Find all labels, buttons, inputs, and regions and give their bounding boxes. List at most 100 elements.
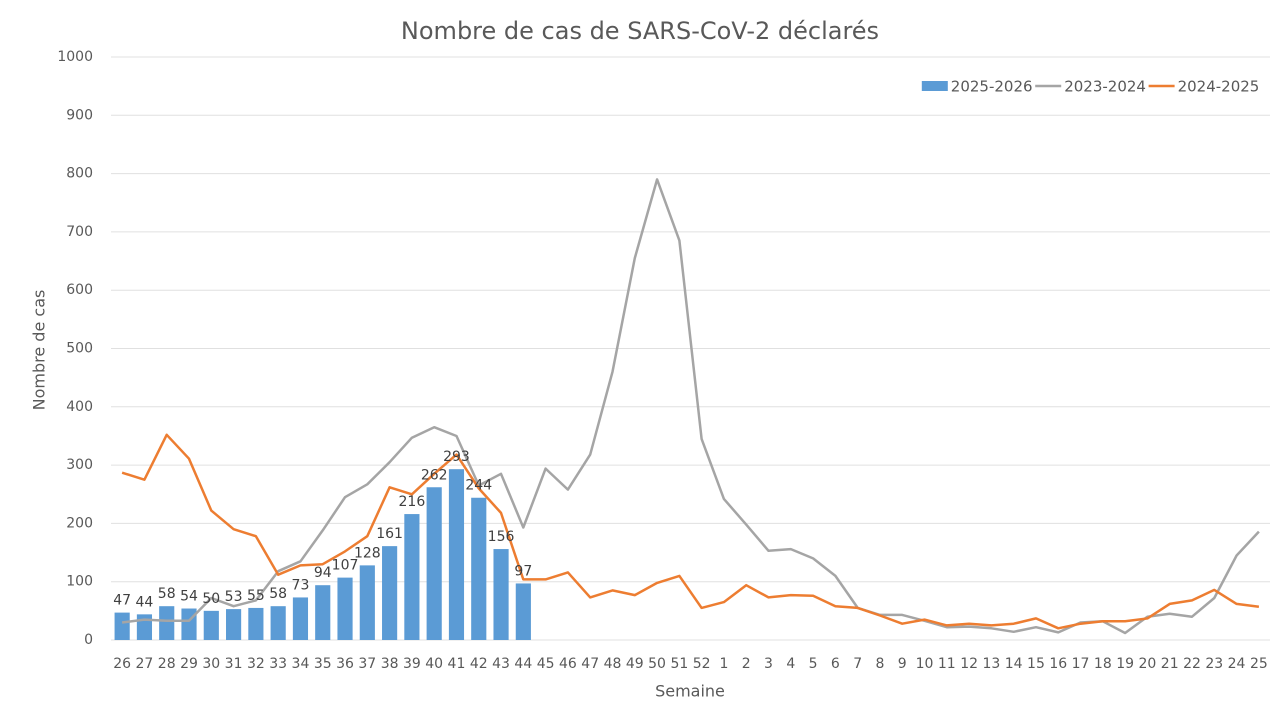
y-tick-label: 400 [66,399,93,415]
x-tick-label: 30 [202,656,220,672]
x-tick-label: 1 [719,656,728,672]
x-tick-label: 52 [693,656,711,672]
bar [136,614,153,640]
x-tick-label: 13 [982,656,1000,672]
y-axis-label: Nombre de cas [30,290,49,411]
data-label: 244 [465,478,492,494]
x-tick-label: 44 [514,656,532,672]
x-tick-label: 19 [1116,656,1134,672]
x-tick-label: 24 [1228,656,1246,672]
data-label: 53 [225,589,243,605]
x-tick-label: 33 [269,656,287,672]
x-tick-label: 46 [559,656,577,672]
x-tick-label: 43 [492,656,510,672]
line-series [121,433,1260,630]
x-tick-label: 34 [292,656,310,672]
bar [315,585,331,640]
bar [493,549,509,640]
x-tick-label: 26 [113,656,131,672]
bar [292,597,309,640]
x-tick-label: 11 [938,656,956,672]
y-tick-label: 100 [66,574,93,590]
bar [404,514,420,640]
x-tick-label: 29 [180,656,198,672]
data-label: 293 [443,449,470,465]
x-tick-label: 39 [403,656,421,672]
x-tick-label: 31 [225,656,243,672]
x-tick-label: 6 [831,656,840,672]
x-tick-label: 36 [336,656,354,672]
bar [359,565,375,640]
x-tick-label: 12 [960,656,978,672]
data-label: 54 [180,589,198,605]
x-tick-label: 42 [470,656,488,672]
y-tick-label: 300 [66,457,93,473]
data-label: 216 [399,494,426,510]
x-tick-label: 28 [158,656,176,672]
x-tick-label: 5 [809,656,818,672]
x-tick-label: 45 [537,656,555,672]
x-tick-label: 23 [1205,656,1223,672]
legend-label: 2023-2024 [1064,78,1146,96]
x-tick-label: 7 [853,656,862,672]
y-tick-label: 1000 [57,49,93,65]
x-tick-label: 25 [1250,656,1268,672]
x-tick-label: 22 [1183,656,1201,672]
data-label: 58 [158,586,176,602]
x-tick-label: 17 [1072,656,1090,672]
legend-label: 2024-2025 [1178,78,1260,96]
x-axis-label: Semaine [655,682,725,701]
x-tick-label: 27 [136,656,154,672]
x-tick-label: 51 [670,656,688,672]
legend-swatch [921,81,948,91]
bar [226,609,242,640]
x-tick-label: 48 [604,656,622,672]
x-tick-label: 8 [875,656,884,672]
bar [471,497,487,640]
x-tick-label: 21 [1161,656,1179,672]
data-label: 58 [269,586,287,602]
x-tick-label: 35 [314,656,332,672]
x-tick-label: 41 [448,656,466,672]
x-tick-label: 18 [1094,656,1112,672]
x-tick-label: 37 [358,656,376,672]
line-series [121,178,1260,635]
x-tick-label: 49 [626,656,644,672]
x-tick-label: 20 [1138,656,1156,672]
data-label: 44 [136,594,154,610]
y-tick-label: 500 [66,341,93,357]
bar [270,606,286,640]
bar [426,487,442,640]
data-label: 47 [113,593,131,609]
data-label: 262 [421,467,448,483]
x-tick-label: 32 [247,656,265,672]
data-label: 97 [514,563,532,579]
x-tick-label: 15 [1027,656,1045,672]
x-tick-label: 47 [581,656,599,672]
chart-title: Nombre de cas de SARS-CoV-2 déclarés [401,17,879,45]
data-label: 50 [202,591,220,607]
y-tick-label: 200 [66,515,93,531]
x-tick-label: 38 [381,656,399,672]
x-tick-label: 16 [1049,656,1067,672]
data-label: 107 [332,558,359,574]
x-tick-label: 3 [764,656,773,672]
data-label: 94 [314,565,332,581]
bar [448,469,465,640]
bar [337,577,353,640]
x-tick-label: 4 [786,656,795,672]
data-label: 55 [247,588,265,604]
x-tick-label: 2 [742,656,751,672]
x-tick-label: 10 [916,656,934,672]
bar [515,583,531,640]
x-tick-label: 14 [1005,656,1023,672]
y-tick-label: 800 [66,166,93,182]
data-label: 128 [354,545,381,561]
x-tick-label: 40 [425,656,443,672]
bar [203,610,219,640]
bar [382,546,398,640]
y-tick-label: 900 [66,107,93,123]
y-tick-label: 0 [84,632,93,648]
legend-label: 2025-2026 [951,78,1033,96]
